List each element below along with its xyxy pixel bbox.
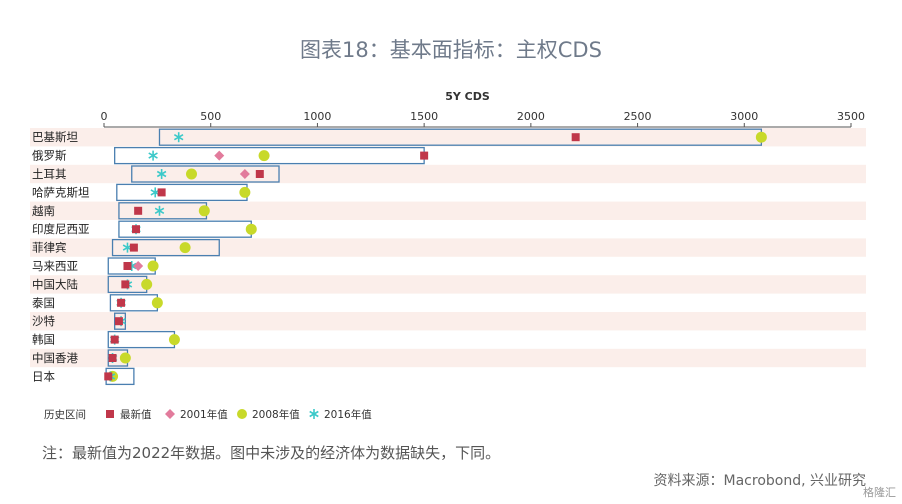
row-label: 泰国 (32, 296, 55, 310)
marker-2008 (119, 352, 131, 364)
marker-latest (114, 317, 123, 326)
legend-2016-label: 2016年值 (324, 408, 372, 421)
marker-2008 (151, 297, 163, 309)
marker-latest (571, 133, 580, 142)
marker-2001 (133, 261, 144, 271)
range-box (131, 165, 280, 183)
row-label: 中国大陆 (32, 277, 78, 291)
marker-latest (129, 243, 138, 252)
row-band (30, 128, 866, 147)
marker-latest (420, 151, 429, 160)
row-label: 巴基斯坦 (32, 130, 78, 144)
x-tick-label: 1500 (410, 110, 438, 123)
marker-latest (134, 206, 143, 215)
legend-2016-swatch (309, 410, 319, 418)
x-tick-label: 0 (101, 110, 108, 123)
marker-latest (117, 298, 126, 307)
row-label: 菲律宾 (32, 241, 67, 255)
row-band (30, 275, 866, 294)
marker-2016 (173, 134, 184, 141)
row-label: 俄罗斯 (32, 149, 67, 163)
range-box (114, 312, 126, 330)
marker-2016 (148, 152, 158, 159)
legend-2008-label: 2008年值 (252, 408, 300, 421)
legend-2001-swatch (165, 409, 175, 419)
marker-2008 (168, 334, 180, 346)
row-label: 越南 (32, 204, 55, 218)
marker-latest (104, 372, 113, 381)
marker-latest (132, 225, 141, 234)
x-axis-label: 5Y CDS (445, 90, 490, 103)
marker-2008 (179, 242, 191, 254)
range-box (111, 238, 220, 257)
row-label: 马来西亚 (32, 259, 78, 273)
marker-2008 (239, 186, 251, 198)
row-band (30, 238, 866, 257)
chart-title: 图表18：基本面指标：主权CDS (300, 38, 602, 62)
watermark: 格隆汇 (863, 486, 896, 499)
row-label: 韩国 (32, 333, 55, 347)
row-label: 日本 (32, 369, 55, 383)
marker-latest (110, 335, 119, 344)
x-tick-label: 3500 (837, 110, 865, 123)
range-box (116, 183, 248, 202)
x-tick-label: 1000 (303, 110, 331, 123)
legend-latest-label: 最新值 (120, 408, 152, 421)
marker-2008 (245, 223, 257, 235)
row-label: 哈萨克斯坦 (32, 185, 90, 199)
marker-2008 (755, 131, 767, 143)
row-band (30, 348, 866, 368)
marker-2008 (186, 168, 198, 180)
marker-2008 (147, 260, 159, 272)
row-band (30, 312, 866, 331)
marker-2001 (214, 150, 225, 161)
x-tick-label: 3000 (730, 110, 758, 123)
chart-source: 资料来源：Macrobond, 兴业研究 (653, 473, 866, 489)
marker-latest (121, 280, 130, 289)
marker-2016 (156, 170, 167, 178)
x-tick-label: 2000 (517, 110, 545, 123)
legend-2001-label: 2001年值 (180, 408, 228, 421)
row-label: 印度尼西亚 (32, 222, 90, 236)
marker-latest (123, 262, 132, 270)
marker-2008 (141, 278, 153, 290)
marker-2008 (198, 205, 210, 217)
marker-2008 (258, 150, 270, 162)
marker-latest (255, 170, 264, 178)
row-label: 土耳其 (32, 167, 67, 181)
row-label: 沙特 (32, 314, 55, 328)
chart-note: 注：最新值为2022年数据。图中未涉及的经济体为数据缺失，下同。 (42, 444, 501, 462)
marker-2016 (154, 207, 165, 214)
x-tick-label: 2500 (624, 110, 652, 123)
marker-2001 (239, 169, 250, 179)
row-band (30, 164, 866, 184)
row-band (30, 201, 866, 220)
legend-latest-swatch (106, 410, 114, 418)
marker-latest (108, 354, 117, 362)
row-label: 中国香港 (32, 351, 78, 365)
cds-chart: 5Y CDS 0 500 1000 1500 2000 2500 3000 3500 巴基斯坦俄罗… (30, 90, 866, 421)
legend-range-label: 历史区间 (44, 408, 86, 421)
marker-latest (157, 188, 166, 197)
x-tick-label: 500 (200, 110, 221, 123)
legend-2008-swatch (237, 409, 247, 419)
